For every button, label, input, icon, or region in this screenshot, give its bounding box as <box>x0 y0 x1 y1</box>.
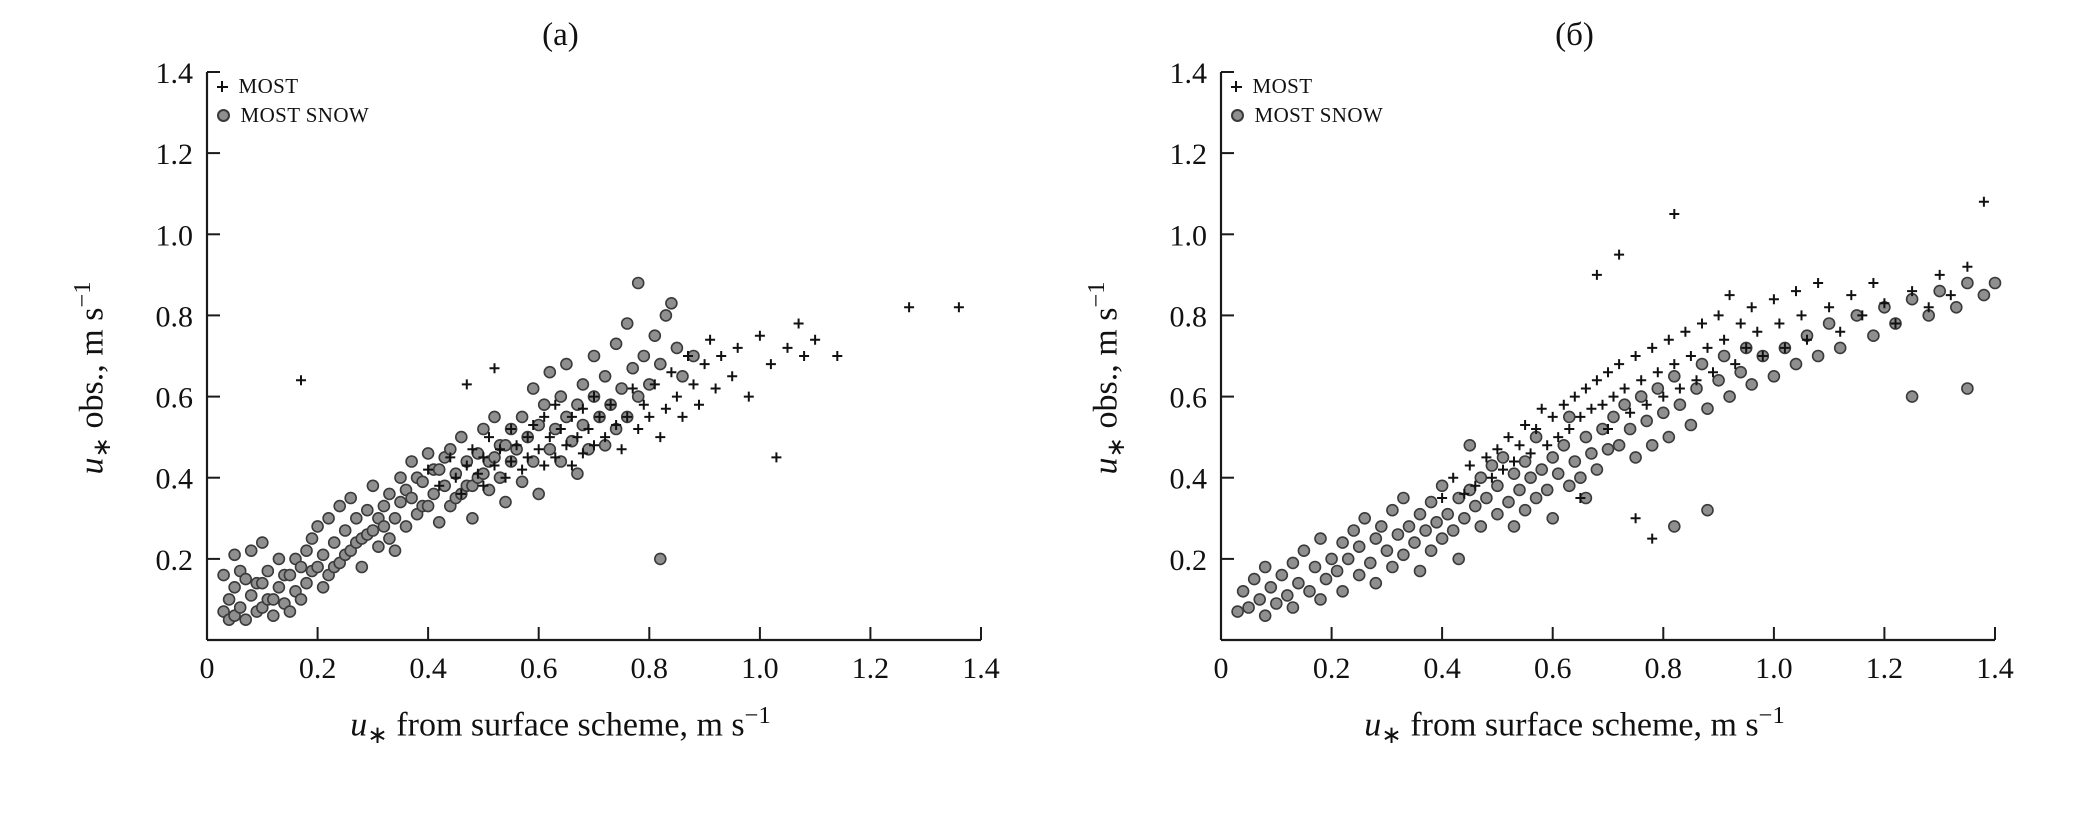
svg-text:1.0: 1.0 <box>155 219 193 252</box>
series-most-snow <box>216 276 700 627</box>
panel-a-title: (a) <box>542 17 579 53</box>
legend-item-most-snow: MOST SNOW <box>216 103 370 128</box>
svg-text:0.4: 0.4 <box>409 652 447 685</box>
panel-b-legend: MOST MOST SNOW <box>1230 74 1384 128</box>
panel-a-y-axis-label: u∗ obs., m s−1 <box>65 58 121 698</box>
svg-text:0.4: 0.4 <box>1423 652 1461 685</box>
panel-b-y-axis-label: u∗ obs., m s−1 <box>1079 58 1135 698</box>
scatter-plot-b: 0 0.2 0.4 0.6 0.8 1.0 1.2 1.4 0.2 0.4 0.6 0.8 1.0 1.2… <box>1169 58 2014 685</box>
panel-a-plot-area: u∗ obs., m s−1 0 0.2 0.4 0.6 0.8 1.0 1.2 1.4 0.2… <box>65 58 1001 698</box>
panel-b: (б) u∗ obs., m s−1 0 0.2 0.4 0.6 0.8 1.0 1.2 1.… <box>1079 12 2015 750</box>
svg-text:1.4: 1.4 <box>155 58 193 90</box>
plus-marker-icon <box>1230 81 1242 92</box>
circle-marker-icon <box>216 109 230 122</box>
panel-b-x-axis-label: u∗ from surface scheme, m s−1 <box>1364 702 1785 750</box>
legend-label-most-snow: MOST SNOW <box>240 103 370 127</box>
panel-b-title: (б) <box>1555 17 1594 53</box>
svg-text:1.0: 1.0 <box>1755 652 1793 685</box>
legend-item-most: MOST <box>216 74 370 99</box>
svg-text:1.2: 1.2 <box>851 652 889 685</box>
y-axis-label-text: u∗ obs., m s−1 <box>1082 281 1130 475</box>
svg-text:1.4: 1.4 <box>1169 58 1207 90</box>
legend-label-most: MOST <box>1252 74 1313 98</box>
svg-text:0.2: 0.2 <box>155 544 193 577</box>
svg-text:0.8: 0.8 <box>1169 300 1207 333</box>
legend-item-most-snow: MOST SNOW <box>1230 103 1384 128</box>
circle-marker-icon <box>1230 109 1244 122</box>
plus-marker-icon <box>216 81 228 92</box>
svg-text:0.2: 0.2 <box>298 652 336 685</box>
series-most <box>295 302 964 499</box>
svg-text:1.2: 1.2 <box>1169 138 1207 171</box>
svg-text:0.4: 0.4 <box>1169 463 1207 496</box>
y-axis-label-text: u∗ obs., m s−1 <box>68 281 116 475</box>
svg-text:0.8: 0.8 <box>630 652 668 685</box>
svg-text:0.4: 0.4 <box>155 463 193 496</box>
svg-text:0: 0 <box>199 652 214 685</box>
legend-label-most: MOST <box>238 74 299 98</box>
scatter-plot-a: 0 0.2 0.4 0.6 0.8 1.0 1.2 1.4 0.2 0.4 0.6 0.8 1.0 1.2… <box>155 58 1000 685</box>
svg-text:1.4: 1.4 <box>962 652 1000 685</box>
panel-a-legend: MOST MOST SNOW <box>216 74 370 128</box>
svg-text:0.2: 0.2 <box>1169 544 1207 577</box>
series-most <box>1436 196 1989 544</box>
legend-label-most-snow: MOST SNOW <box>1254 103 1384 127</box>
figure: (a) u∗ obs., m s−1 0 0.2 0.4 0.6 0.8 1.0 1.2 1.… <box>65 12 2015 750</box>
svg-text:0: 0 <box>1213 652 1228 685</box>
panel-b-plot-area: u∗ obs., m s−1 0 0.2 0.4 0.6 0.8 1.0 1.2 1.4 0.2… <box>1079 58 2015 698</box>
panel-a-x-axis-label: u∗ from surface scheme, m s−1 <box>350 702 771 750</box>
svg-text:1.0: 1.0 <box>741 652 779 685</box>
series-most-snow <box>1230 276 2001 623</box>
svg-text:0.8: 0.8 <box>1644 652 1682 685</box>
svg-text:0.6: 0.6 <box>1169 382 1207 415</box>
svg-text:0.6: 0.6 <box>1533 652 1571 685</box>
svg-text:0.8: 0.8 <box>155 300 193 333</box>
svg-text:1.2: 1.2 <box>1865 652 1903 685</box>
svg-text:0.6: 0.6 <box>519 652 557 685</box>
svg-text:1.4: 1.4 <box>1976 652 2014 685</box>
legend-item-most: MOST <box>1230 74 1384 99</box>
svg-text:1.2: 1.2 <box>155 138 193 171</box>
svg-text:0.2: 0.2 <box>1312 652 1350 685</box>
svg-text:0.6: 0.6 <box>155 382 193 415</box>
panel-a: (a) u∗ obs., m s−1 0 0.2 0.4 0.6 0.8 1.0 1.2 1.… <box>65 12 1001 750</box>
svg-text:1.0: 1.0 <box>1169 219 1207 252</box>
